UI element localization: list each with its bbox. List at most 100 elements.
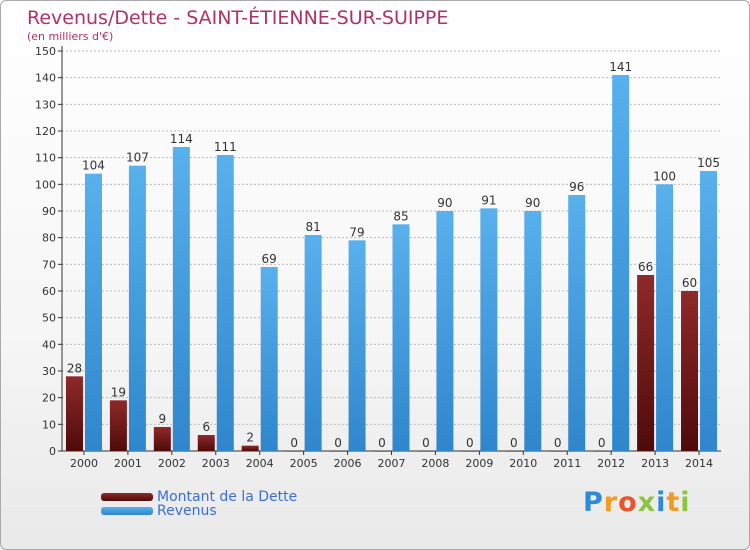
- x-tick-label-2010: 2010: [509, 457, 537, 470]
- data-label-debt-2004: 2: [246, 431, 254, 445]
- x-tick-label-2003: 2003: [202, 457, 230, 470]
- bar-debt-2006: [329, 451, 347, 452]
- data-label-revenue-2012: 141: [609, 60, 632, 74]
- x-tick-label-2005: 2005: [290, 457, 318, 470]
- y-tick-label: 40: [42, 338, 56, 351]
- bar-debt-2009: [461, 451, 479, 452]
- data-label-debt-2001: 19: [111, 385, 126, 399]
- y-tick-label: 150: [35, 45, 56, 58]
- logo-letter: i: [656, 487, 667, 518]
- legend-item-debt: Montant de la Dette: [101, 489, 297, 505]
- y-tick-label: 10: [42, 418, 56, 431]
- bar-revenue-2005: [304, 235, 322, 451]
- chart-title: Revenus/Dette - SAINT-ÉTIENNE-SUR-SUIPPE: [27, 7, 449, 29]
- logo-letter: o: [618, 487, 638, 518]
- y-tick-label: 20: [42, 392, 56, 405]
- data-label-revenue-2005: 81: [305, 220, 320, 234]
- bar-revenue-2000: [84, 173, 102, 451]
- data-label-debt-2003: 6: [202, 420, 210, 434]
- bar-revenue-2012: [612, 75, 630, 451]
- data-label-revenue-2008: 90: [437, 196, 452, 210]
- logo-letter: r: [603, 487, 619, 518]
- y-tick-label: 60: [42, 285, 56, 298]
- x-tick-label-2004: 2004: [246, 457, 274, 470]
- data-label-debt-2013: 66: [638, 260, 653, 274]
- y-tick-label: 0: [49, 445, 56, 458]
- data-label-debt-2005: 0: [290, 436, 298, 450]
- data-label-debt-2006: 0: [334, 436, 342, 450]
- y-tick-label: 80: [42, 232, 56, 245]
- y-tick-label: 50: [42, 312, 56, 325]
- bar-revenue-2013: [656, 184, 674, 452]
- bar-debt-2003: [197, 435, 215, 451]
- x-tick-label-2002: 2002: [158, 457, 186, 470]
- proxiti-logo: Proxiti: [583, 487, 691, 518]
- x-tick-label-2001: 2001: [114, 457, 142, 470]
- data-label-revenue-2011: 96: [569, 180, 584, 194]
- data-label-revenue-2007: 85: [393, 209, 408, 223]
- bar-debt-2014: [681, 291, 699, 451]
- data-label-debt-2014: 60: [682, 276, 697, 290]
- x-tick-label-2014: 2014: [685, 457, 713, 470]
- logo-letter: P: [583, 487, 604, 518]
- data-label-revenue-2009: 91: [481, 193, 496, 207]
- data-label-debt-2012: 0: [598, 436, 606, 450]
- bar-revenue-2011: [568, 195, 586, 451]
- x-tick-label-2007: 2007: [378, 457, 406, 470]
- x-tick-label-2008: 2008: [421, 457, 449, 470]
- y-tick-label: 140: [35, 72, 56, 85]
- data-label-debt-2011: 0: [554, 436, 562, 450]
- bar-revenue-2014: [700, 171, 718, 451]
- bar-debt-2011: [549, 451, 567, 452]
- bar-debt-2008: [417, 451, 435, 452]
- bar-revenue-2006: [348, 240, 366, 451]
- bar-debt-2013: [637, 275, 655, 451]
- bar-revenue-2007: [392, 224, 410, 451]
- legend-label-revenue: Revenus: [157, 503, 217, 519]
- bar-debt-2005: [285, 451, 303, 452]
- bar-debt-2001: [109, 400, 127, 451]
- data-label-revenue-2010: 90: [525, 196, 540, 210]
- data-label-revenue-2004: 69: [262, 252, 277, 266]
- x-tick-label-2012: 2012: [597, 457, 625, 470]
- logo-letter: t: [666, 487, 681, 518]
- bar-revenue-2002: [172, 147, 190, 451]
- bar-revenue-2009: [480, 208, 498, 451]
- legend-label-debt: Montant de la Dette: [157, 489, 298, 505]
- data-label-revenue-2003: 111: [214, 140, 237, 154]
- x-tick-label-2009: 2009: [465, 457, 493, 470]
- data-label-debt-2000: 28: [67, 361, 82, 375]
- y-tick-label: 90: [42, 205, 56, 218]
- data-label-debt-2007: 0: [378, 436, 386, 450]
- bar-debt-2007: [373, 451, 391, 452]
- bar-debt-2010: [505, 451, 523, 452]
- data-label-revenue-2000: 104: [82, 159, 105, 173]
- legend-swatch-debt: [101, 493, 153, 501]
- y-tick-label: 70: [42, 258, 56, 271]
- bar-debt-2004: [241, 445, 259, 451]
- bar-revenue-2001: [128, 165, 146, 451]
- bar-revenue-2004: [260, 267, 278, 451]
- bar-debt-2002: [153, 427, 171, 451]
- logo-letter: i: [680, 487, 691, 518]
- legend-swatch-revenue: [101, 507, 153, 515]
- y-tick-label: 30: [42, 365, 56, 378]
- bar-revenue-2008: [436, 211, 454, 451]
- data-label-revenue-2001: 107: [126, 151, 149, 165]
- data-label-debt-2008: 0: [422, 436, 430, 450]
- data-label-debt-2010: 0: [510, 436, 518, 450]
- y-tick-label: 100: [35, 178, 56, 191]
- x-tick-label-2000: 2000: [70, 457, 98, 470]
- y-tick-label: 120: [35, 125, 56, 138]
- x-tick-label-2011: 2011: [553, 457, 581, 470]
- legend-item-revenue: Revenus: [101, 503, 217, 519]
- chart-subtitle: (en milliers d'€): [27, 30, 114, 43]
- data-label-debt-2002: 9: [159, 412, 167, 426]
- bar-revenue-2003: [216, 155, 234, 451]
- logo-letter: x: [637, 487, 657, 518]
- data-label-revenue-2013: 100: [653, 169, 676, 183]
- data-label-debt-2009: 0: [466, 436, 474, 450]
- data-label-revenue-2014: 105: [697, 156, 720, 170]
